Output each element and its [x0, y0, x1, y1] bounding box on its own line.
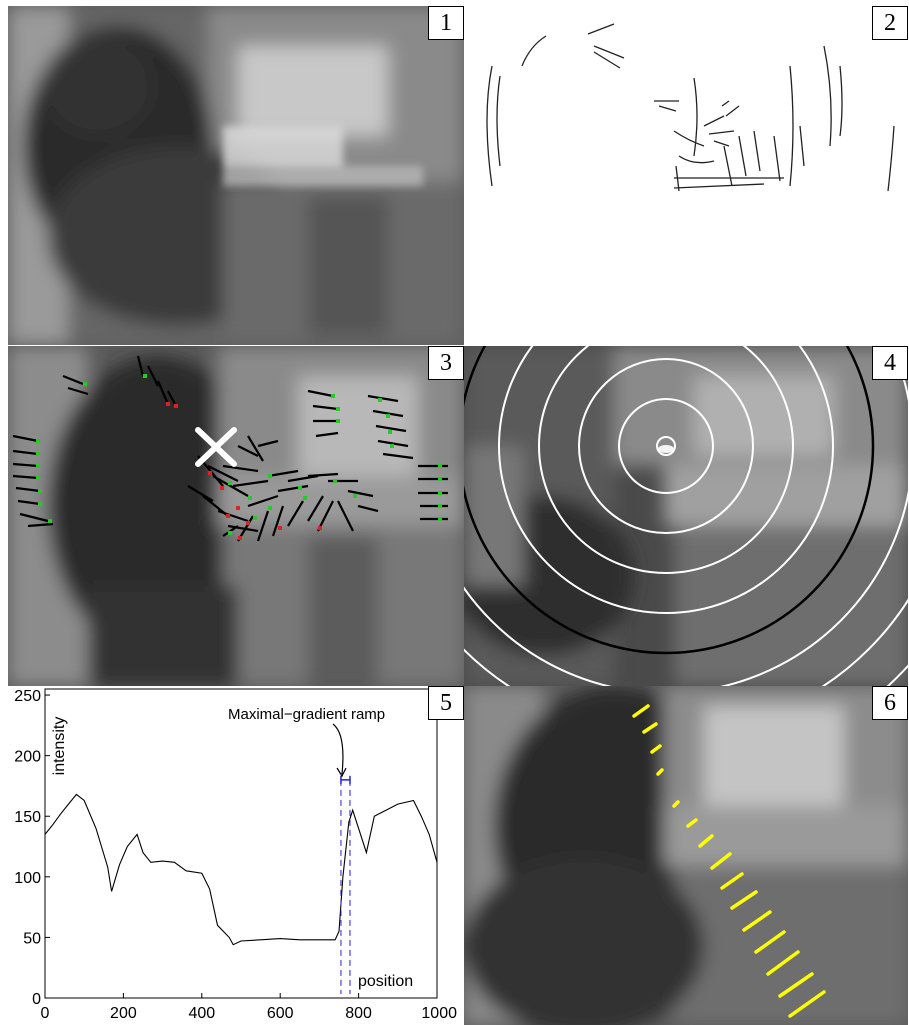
y-axis-ticks: 0 50 100 150 200 250	[14, 688, 50, 1008]
ramp-annotation: Maximal−gradient ramp	[228, 706, 385, 723]
blur-center-marker	[195, 427, 237, 467]
panel-3: 3	[8, 346, 464, 686]
x-tick-label: 600	[267, 1005, 294, 1022]
edge-map	[486, 23, 895, 192]
panel-1: 1	[8, 6, 464, 345]
panel-1-label: 1	[428, 6, 464, 40]
panel-4-label: 4	[872, 346, 908, 380]
intensity-series-line	[44, 793, 438, 946]
gradient-overlay	[8, 346, 464, 686]
plot-area	[44, 688, 438, 999]
x-axis-ticks: 0 200 400 600 800 1000	[41, 993, 457, 1022]
panel-2: 2	[464, 6, 908, 345]
intensity-chart: 0 50 100 150 200 250 0 200 400 600 800 1000 intens…	[14, 688, 457, 1022]
y-tick-label: 250	[14, 688, 41, 705]
x-tick-label: 200	[110, 1005, 137, 1022]
x-tick-label: 400	[188, 1005, 215, 1022]
y-tick-label: 0	[32, 991, 41, 1008]
y-axis-label: intensity	[51, 717, 68, 776]
x-tick-label: 800	[345, 1005, 372, 1022]
panel-6-label: 6	[872, 686, 908, 720]
panel-5-label: 5	[428, 686, 464, 720]
panel-5: 0 50 100 150 200 250 0 200 400 600 800 1000 intens…	[0, 686, 464, 1025]
ramp-overlay	[464, 686, 908, 1025]
yellow-ramps	[632, 704, 826, 1018]
concentric-circles	[464, 346, 908, 686]
panel-6: 6	[464, 686, 908, 1025]
y-tick-label: 150	[14, 809, 41, 826]
panel-2-label: 2	[872, 6, 908, 40]
panel-3-label: 3	[428, 346, 464, 380]
x-tick-label: 0	[41, 1005, 50, 1022]
y-tick-label: 200	[14, 749, 41, 766]
panel-4: 4	[464, 346, 908, 686]
x-axis-label: position	[358, 973, 413, 990]
y-tick-label: 100	[14, 870, 41, 887]
y-tick-label: 50	[23, 930, 41, 947]
ramp-marker	[340, 775, 351, 994]
x-tick-label: 1000	[421, 1005, 457, 1022]
blurred-photo	[8, 6, 464, 345]
